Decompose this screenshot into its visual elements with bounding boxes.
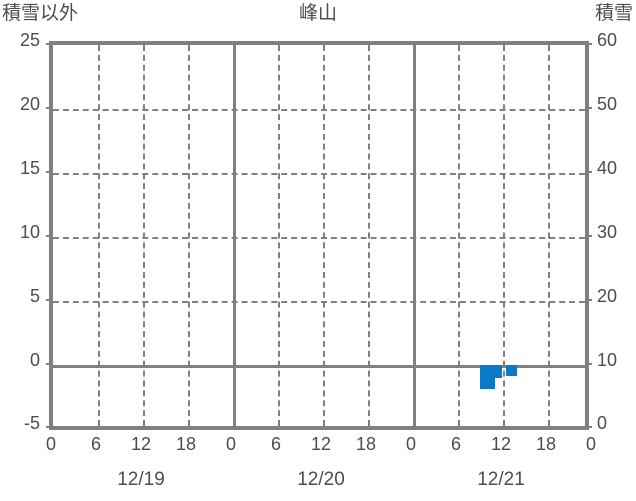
- gridline-h-5: [53, 301, 585, 303]
- ylabel-right-0: 60: [597, 30, 618, 50]
- ylabel-left-4: 5: [29, 286, 40, 306]
- xlabel-0: 0: [45, 434, 56, 454]
- gridline-v-1220-00: [233, 45, 236, 426]
- xlabel-11: 18: [535, 434, 557, 454]
- xlabel-12: 0: [585, 434, 596, 454]
- daylabel-1219: 12/19: [117, 469, 165, 490]
- tick-left-m5: [46, 426, 53, 428]
- xlabel-5: 6: [270, 434, 281, 454]
- gridline-v-1220-18: [368, 45, 370, 426]
- gridline-h-15: [53, 173, 585, 175]
- tick-right-10: [585, 363, 592, 365]
- ylabel-left-0: 25: [19, 30, 40, 50]
- xlabel-10: 12: [490, 434, 512, 454]
- right-axis-title: 積雪: [594, 3, 633, 24]
- tick-left-15: [46, 171, 53, 173]
- gridline-h-10: [53, 237, 585, 239]
- ylabel-left-2: 15: [19, 158, 40, 178]
- xlabel-6: 12: [310, 434, 332, 454]
- xlabel-3: 18: [175, 434, 197, 454]
- xlabel-8: 0: [405, 434, 416, 454]
- tick-right-60: [585, 43, 592, 45]
- ylabel-right-6: 0: [597, 413, 608, 433]
- plot-area: [46, 41, 592, 430]
- bar-snow-depth-2: [495, 365, 502, 378]
- tick-left-10: [46, 235, 53, 237]
- tick-right-50: [585, 107, 592, 109]
- ylabel-left-1: 20: [19, 94, 40, 114]
- xlabel-1: 6: [90, 434, 101, 454]
- daylabel-1220: 12/20: [297, 469, 345, 490]
- gridline-h-0: [53, 365, 585, 368]
- ylabel-left-5: 0: [29, 350, 40, 370]
- gridline-v-1219-06: [98, 45, 100, 426]
- gridline-v-1221-12: [503, 45, 505, 426]
- gridline-v-1220-06: [278, 45, 280, 426]
- ylabel-left-3: 10: [19, 222, 40, 242]
- gridline-v-1219-12: [143, 45, 145, 426]
- bar-snow-depth-1: [480, 365, 495, 389]
- xlabel-2: 12: [130, 434, 152, 454]
- ylabel-left-6: -5: [23, 413, 40, 433]
- tick-left-25: [46, 43, 53, 45]
- tick-left-20: [46, 107, 53, 109]
- ylabel-right-1: 50: [597, 94, 618, 114]
- tick-right-30: [585, 235, 592, 237]
- gridline-v-1221-18: [548, 45, 550, 426]
- gridline-v-1219-18: [188, 45, 190, 426]
- xlabel-7: 18: [355, 434, 377, 454]
- left-axis-title: 積雪以外: [2, 3, 79, 24]
- tick-left-0: [46, 363, 53, 365]
- tick-right-20: [585, 299, 592, 301]
- tick-right-40: [585, 171, 592, 173]
- plot-inner: [53, 45, 585, 426]
- gridline-v-1220-12: [323, 45, 325, 426]
- gridline-v-1221-06: [458, 45, 460, 426]
- gridline-h-20: [53, 109, 585, 111]
- daylabel-1221: 12/21: [477, 469, 525, 490]
- ylabel-right-5: 10: [597, 350, 618, 370]
- ylabel-right-4: 20: [597, 286, 618, 306]
- tick-right-0: [585, 426, 592, 428]
- gridline-v-1221-00: [413, 45, 416, 426]
- xlabel-9: 6: [450, 434, 461, 454]
- xlabel-4: 0: [225, 434, 236, 454]
- tick-left-5: [46, 299, 53, 301]
- page-title: 峰山: [298, 3, 337, 24]
- ylabel-right-3: 30: [597, 222, 618, 242]
- ylabel-right-2: 40: [597, 158, 618, 178]
- bar-snow-depth-3: [506, 365, 517, 376]
